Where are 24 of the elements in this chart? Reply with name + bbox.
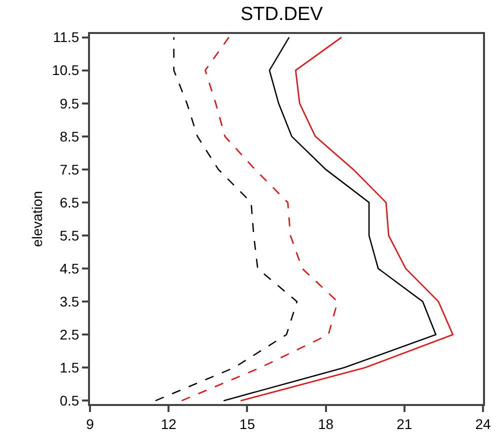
y-tick-label: 3.5 [60,293,80,310]
y-tick-label: 7.5 [60,161,80,178]
y-tick-label: 2.5 [60,326,80,343]
x-tick-label: 15 [239,416,256,432]
x-tick-label: 21 [396,416,412,432]
y-axis-title: elevation [29,190,46,248]
x-tick-label: 12 [160,416,177,432]
y-tick-label: 1.5 [60,360,80,376]
y-tick-label: 11.5 [52,29,80,46]
x-tick-label: 24 [475,416,491,432]
y-tick-label: 6.5 [60,194,80,210]
x-tick-label: 9 [86,416,94,432]
y-tick-label: 10.5 [52,62,80,78]
y-tick-label: 5.5 [60,227,80,244]
line-series [154,36,298,402]
y-tick-label: 0.5 [60,392,80,409]
chart-title: STD.DEV [240,4,324,25]
y-tick-label: 9.5 [60,95,80,112]
y-tick-label: 4.5 [60,260,80,276]
line-series [181,36,338,402]
x-tick-label: 18 [318,416,334,432]
y-tick-label: 8.5 [60,128,80,144]
line-series [222,36,436,402]
line-series [240,36,454,402]
